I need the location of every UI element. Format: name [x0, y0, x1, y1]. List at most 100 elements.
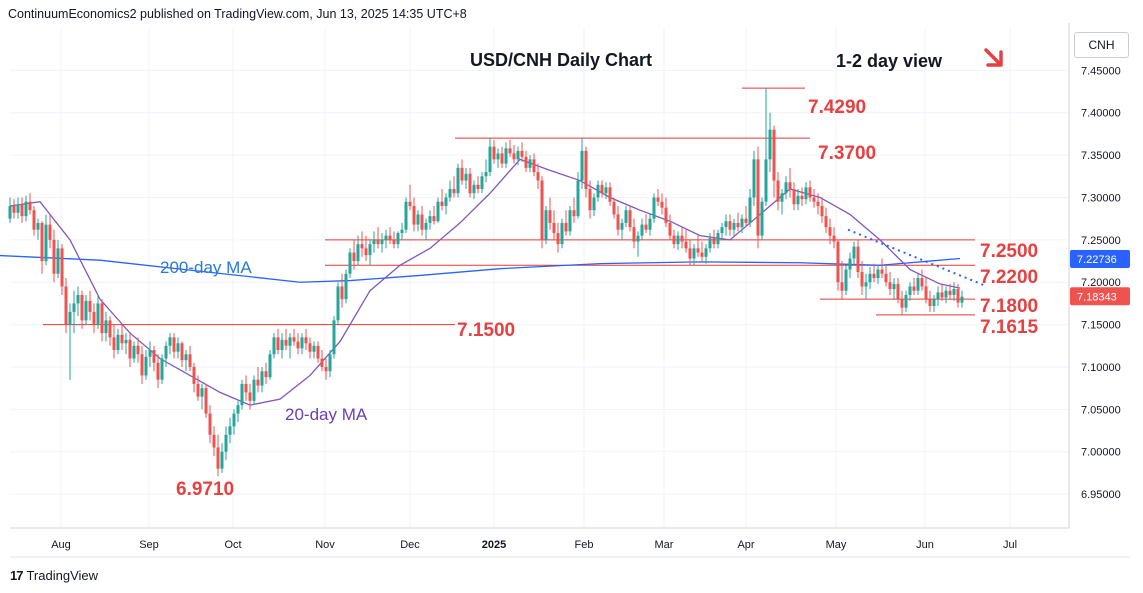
candle-body [392, 239, 396, 245]
candle [136, 337, 140, 363]
candle [332, 316, 336, 359]
candle [36, 218, 40, 240]
candle-body [588, 189, 592, 211]
candle [912, 278, 916, 295]
candle [828, 218, 832, 245]
symbol-box[interactable]: CNH [1074, 32, 1129, 58]
candle [108, 316, 112, 346]
candle [788, 167, 792, 198]
candle [348, 248, 352, 278]
candle [480, 172, 484, 194]
candle [612, 197, 616, 219]
candle [256, 366, 260, 393]
candle-body [748, 197, 752, 223]
candle-body [652, 197, 656, 219]
candle [216, 434, 220, 477]
candle-body [428, 216, 432, 223]
candle-body [484, 172, 488, 177]
candle [356, 235, 360, 266]
tradingview-footer[interactable]: 17 TradingView [10, 568, 98, 583]
candle-body [616, 214, 620, 230]
candle [60, 244, 64, 295]
candle [52, 229, 56, 283]
candle [8, 197, 12, 223]
candle-body [512, 153, 516, 160]
candle [516, 146, 520, 166]
candle-body [516, 150, 520, 160]
candle-body [304, 337, 308, 344]
candle-body [864, 282, 868, 287]
candle [128, 333, 132, 367]
candle [548, 197, 552, 230]
candle-body [412, 205, 416, 225]
candle-body [352, 252, 356, 262]
candle-body [160, 358, 164, 380]
candle-body [584, 150, 588, 190]
candle-body [552, 222, 556, 234]
candle-body [288, 337, 292, 346]
candle-body [924, 286, 928, 300]
candle [936, 286, 940, 306]
candle-body [248, 392, 252, 401]
candle-body [240, 383, 244, 406]
candle-body [424, 222, 428, 230]
candle [212, 426, 216, 456]
candle-body [464, 173, 468, 181]
candle-body [136, 345, 140, 355]
candle [188, 345, 192, 372]
candle-body [328, 354, 332, 372]
candle-body [436, 201, 440, 222]
candle [236, 400, 240, 423]
candle-body [656, 197, 660, 202]
candle [444, 193, 448, 215]
candle-body [760, 201, 764, 236]
candle [460, 159, 464, 185]
candle [792, 182, 796, 211]
candle [840, 261, 844, 300]
candle-body [300, 337, 304, 349]
candle-body [308, 343, 312, 352]
candle-body [444, 197, 448, 206]
candle [224, 426, 228, 461]
candle-body [780, 193, 784, 202]
y-tick-label: 7.35000 [1081, 150, 1121, 162]
candle [832, 227, 836, 249]
candle [924, 278, 928, 304]
candle-body [508, 148, 512, 154]
candle [628, 205, 632, 232]
candle [812, 189, 816, 208]
candle [664, 197, 668, 228]
candles [8, 88, 964, 477]
candle-body [24, 201, 28, 217]
candle [264, 362, 268, 384]
candle-body [68, 311, 72, 325]
candle-body [496, 153, 500, 160]
candle [288, 333, 292, 359]
candle-body [560, 222, 564, 245]
candle-body [164, 345, 168, 359]
candle [504, 142, 508, 168]
candle-body [332, 320, 336, 355]
candle [512, 144, 516, 164]
candle [176, 337, 180, 359]
candle-body [456, 167, 460, 194]
candle [400, 222, 404, 240]
candle [284, 328, 288, 351]
candle [696, 235, 700, 257]
candle-body [724, 221, 728, 228]
ma200-line [0, 254, 961, 283]
level-label-7.2500: 7.2500 [980, 241, 1038, 262]
x-tick-label: Aug [51, 539, 71, 551]
candle-body [264, 371, 268, 378]
candle-body [500, 153, 504, 164]
candle-body [504, 148, 508, 164]
candle [724, 214, 728, 236]
y-tick-label: 7.25000 [1081, 235, 1121, 247]
candle [248, 383, 252, 410]
candle [420, 205, 424, 236]
candle-body [152, 350, 156, 363]
candle-body [236, 405, 240, 414]
y-tick-label: 7.15000 [1081, 320, 1121, 332]
candle [328, 350, 332, 378]
